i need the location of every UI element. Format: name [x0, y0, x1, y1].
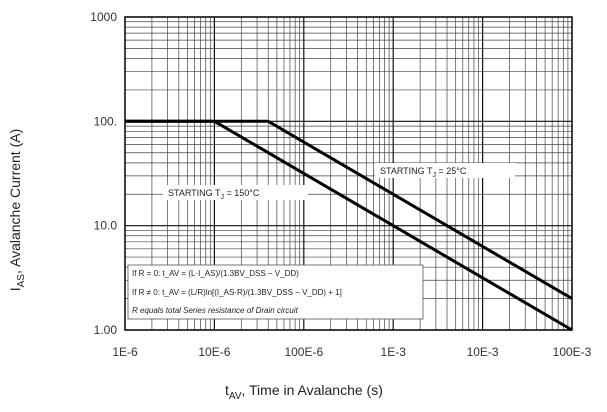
- x-tick-label: 10E-6: [198, 345, 230, 359]
- x-tick-label: 1E-3: [381, 345, 407, 359]
- label-25c: STARTING TJ = 25°C: [375, 163, 515, 179]
- x-axis-label: tAV, Time in Avalanche (s): [225, 382, 383, 402]
- formula-2: If R ≠ 0: t_AV = (L/R)ln[(I_AS·R)/(1.3BV…: [132, 288, 342, 297]
- svg-text:STARTING TJ = 150°C: STARTING TJ = 150°C: [168, 188, 260, 201]
- series-line-150c: [125, 119, 573, 332]
- y-tick-label: 1.00: [94, 323, 118, 337]
- x-tick-label: 1E-6: [112, 345, 138, 359]
- svg-text:STARTING TJ = 25°C: STARTING TJ = 25°C: [380, 166, 467, 179]
- formula-box: If R = 0: t_AV = (L·I_AS)/(1.3BV_DSS − V…: [127, 264, 424, 320]
- formula-note: R equals total Series resistance of Drai…: [132, 306, 299, 315]
- y-axis-label: IAS, Avalanche Current (A): [7, 128, 27, 292]
- x-tick-label: 10E-3: [467, 345, 499, 359]
- plot-frame: [124, 16, 573, 331]
- x-tick-label: 100E-6: [284, 345, 323, 359]
- label-150c: STARTING TJ = 150°C: [163, 185, 308, 201]
- y-tick-label: 100.: [94, 114, 117, 128]
- formula-1: If R = 0: t_AV = (L·I_AS)/(1.3BV_DSS − V…: [132, 269, 299, 278]
- x-tick-label: 100E-3: [553, 345, 592, 359]
- y-tick-label: 1000: [90, 10, 117, 24]
- series-group: [125, 119, 573, 332]
- y-tick-label: 10.0: [94, 219, 118, 233]
- tick-labels: 1E-6 10E-6 100E-6 1E-3 10E-3 100E-3 1000 100. 10…: [90, 10, 591, 359]
